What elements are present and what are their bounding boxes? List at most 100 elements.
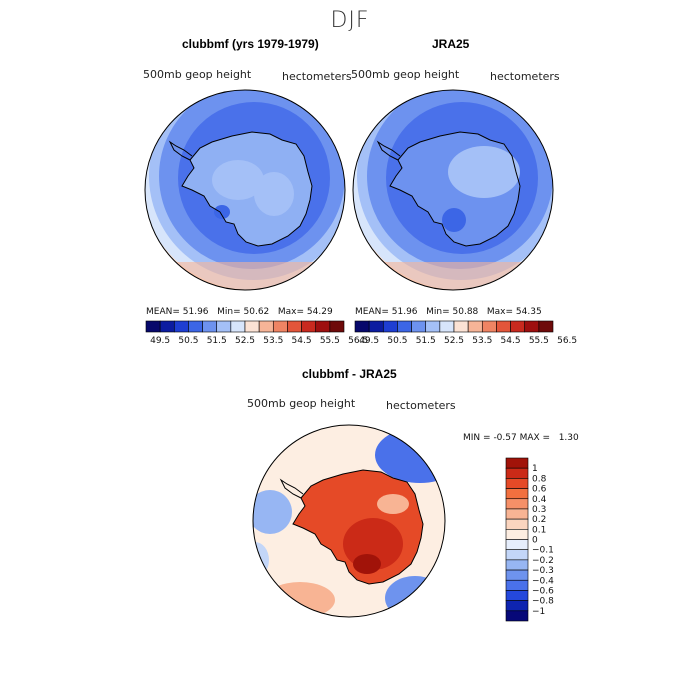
colorbar-panel1-swatch [287, 320, 302, 333]
colorbar-panel2-tick-label: 55.5 [529, 336, 549, 346]
panel1-border [144, 89, 346, 291]
panel1-interior-patch [212, 160, 264, 200]
panel3-border [252, 424, 446, 618]
panel3-map [252, 424, 446, 618]
colorbar-panel2-swatch [439, 320, 455, 333]
colorbar-panel2-swatch [368, 320, 384, 333]
colorbar-diff-swatch [505, 498, 529, 510]
panel3-max-patch [353, 554, 381, 574]
colorbar-diff-tick-label: 1 [532, 464, 538, 474]
panel1-low-patch [214, 205, 230, 219]
panel3-title: clubbmf - JRA25 [302, 367, 397, 381]
colorbar-panel1-tick-label: 51.5 [207, 336, 227, 346]
panel2-interior-patch [448, 146, 520, 198]
panel1-interior-patch [254, 172, 294, 216]
colorbar-panel2-swatch [411, 320, 427, 333]
colorbar-diff-swatch [505, 529, 529, 540]
colorbar-panel2-tick-label: 56.5 [557, 336, 577, 346]
colorbar-diff-tick-label: −0.3 [532, 566, 554, 576]
colorbar-panel2-swatch [538, 320, 554, 333]
colorbar-panel1-tick-label: 50.5 [178, 336, 198, 346]
colorbar-panel1-swatch [216, 320, 232, 333]
colorbar-panel1-swatch [258, 320, 274, 333]
colorbar-diff-tick-label: −0.2 [532, 556, 554, 566]
panel3-neg-patch [253, 490, 292, 534]
colorbar-panel2-tick-label: 53.5 [472, 336, 492, 346]
colorbar-diff-tick-label: −1 [532, 607, 545, 617]
panel2-map [352, 89, 554, 291]
colorbar-panel1-tick-label: 55.5 [320, 336, 340, 346]
colorbar-panel1-tick-label: 52.5 [235, 336, 255, 346]
panel1-units: hectometers [282, 70, 352, 83]
figure-title: DJF [330, 8, 370, 33]
colorbar-panel2-swatch [510, 320, 526, 333]
colorbar-diff-tick-label: 0.8 [532, 474, 547, 484]
colorbar-panel2-swatch [425, 320, 441, 333]
colorbar-panel2-tick-label: 54.5 [501, 336, 521, 346]
panel2-variable: 500mb geop height [351, 68, 460, 81]
colorbar-panel2-swatch [453, 320, 469, 333]
colorbar-diff-swatch [505, 539, 529, 550]
panel3-neg-patch [253, 542, 269, 578]
colorbar-panel1-swatch [202, 320, 218, 333]
panel3-units: hectometers [386, 399, 456, 412]
panel2-title: JRA25 [432, 37, 470, 51]
colorbar-diff-swatch [505, 488, 529, 500]
colorbar-panel2-swatch [382, 320, 398, 333]
panel3-variable: 500mb geop height [247, 397, 356, 410]
colorbar-diff-tick-label: 0.4 [532, 495, 547, 505]
colorbar-diff-tick-label: 0.2 [532, 515, 546, 525]
colorbar-diff-tick-label: 0 [532, 536, 538, 546]
panel3-neg-patch [375, 427, 445, 483]
colorbar-diff-swatch [505, 579, 529, 591]
panel3-neg-patch [385, 576, 445, 617]
panel2-warm-edge [353, 262, 553, 290]
colorbar-diff-swatch [505, 478, 529, 489]
colorbar-panel1-swatch [329, 320, 345, 333]
panel2-stats: MEAN= 51.96 Min= 50.88 Max= 54.35 [355, 307, 542, 317]
colorbar-diff-swatch [505, 508, 529, 520]
colorbar-panel2-tick-label: 52.5 [444, 336, 464, 346]
colorbar-panel2-swatch [467, 320, 483, 333]
colorbar-diff-swatch [505, 559, 529, 571]
panel2-border [352, 89, 554, 291]
panel2-low-patch [442, 208, 466, 232]
colorbar-panel1-tick-label: 56.5 [348, 336, 368, 346]
colorbar-diff: 10.80.60.40.30.20.10−0.1−0.2−0.3−0.4−0.6… [505, 457, 554, 622]
colorbar-diff-swatch [505, 518, 529, 530]
colorbar-panel2-tick-label: 49.5 [359, 336, 379, 346]
colorbar-diff-tick-label: −0.6 [532, 586, 554, 596]
panel3-interior-patch [377, 494, 409, 514]
colorbar-diff-swatch [505, 610, 529, 622]
panel1-warm-edge [145, 262, 345, 290]
colorbar-diff-swatch [505, 549, 529, 561]
panel1-stats: MEAN= 51.96 Min= 50.62 Max= 54.29 [146, 307, 333, 317]
colorbar-panel2-swatch [524, 320, 540, 333]
colorbar-diff-tick-label: −0.8 [532, 597, 554, 607]
colorbar-panel1-tick-label: 49.5 [150, 336, 170, 346]
colorbar-panel1-swatch [272, 320, 288, 333]
panel3-pos-patch [265, 582, 335, 617]
colorbar-panel1-swatch [173, 320, 189, 333]
colorbar-diff-swatch [505, 467, 529, 479]
colorbar-panel1-swatch [188, 320, 203, 333]
colorbar-panel2-swatch [496, 320, 511, 333]
colorbar-panel1-swatch [301, 320, 317, 333]
colorbar-panel2-tick-label: 51.5 [416, 336, 436, 346]
colorbar-panel1-swatch [159, 320, 175, 333]
colorbar-panel1-swatch [315, 320, 331, 333]
colorbar-panel2-swatch [397, 320, 412, 333]
colorbar-panel2-swatch [354, 320, 370, 333]
colorbar-panel2-tick-label: 50.5 [387, 336, 407, 346]
colorbar-panel1-swatch [244, 320, 260, 333]
panel3-stats: MIN = -0.57 MAX = 1.30 [463, 433, 579, 443]
colorbar-panel2-swatch [481, 320, 497, 333]
colorbar-panel1: 49.5 50.5 51.5 52.5 53.5 54.5 55.5 56.5 [145, 320, 368, 346]
colorbar-diff-swatch [505, 600, 529, 612]
colorbar-diff-tick-label: 0.1 [532, 525, 546, 535]
colorbar-diff-swatch [505, 590, 529, 601]
colorbar-diff-swatch [505, 457, 529, 469]
colorbar-panel1-tick-label: 53.5 [263, 336, 283, 346]
panel1-title: clubbmf (yrs 1979-1979) [182, 37, 319, 51]
